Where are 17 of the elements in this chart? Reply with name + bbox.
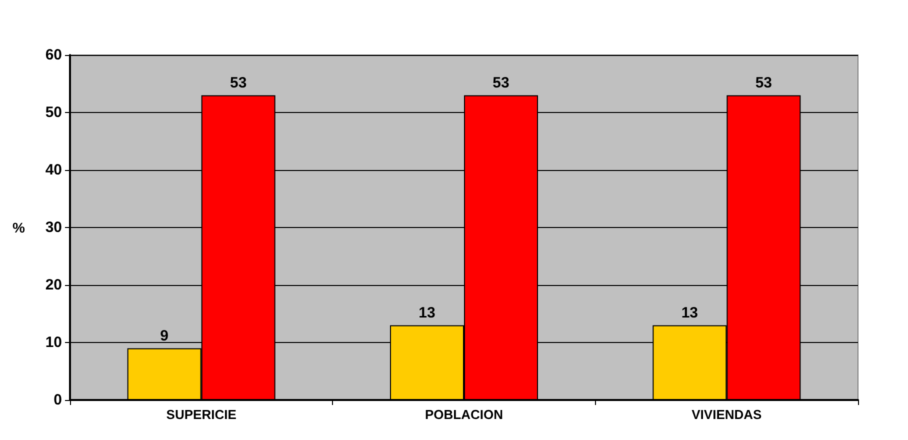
x-tick-label: SUPERICIE <box>166 407 237 422</box>
y-tick-label: 0 <box>54 392 62 408</box>
y-tick-label: 10 <box>45 334 62 351</box>
y-tick-label: 40 <box>45 162 62 178</box>
x-tick-label: VIVIENDAS <box>692 407 762 422</box>
x-tick-label: POBLACION <box>425 407 503 422</box>
data-label: 9 <box>160 327 169 344</box>
data-label: 53 <box>230 74 247 92</box>
data-label: 13 <box>418 304 436 322</box>
data-label: 53 <box>755 74 772 92</box>
data-label: 13 <box>681 304 698 322</box>
y-tick-label: 50 <box>45 104 62 121</box>
y-tick-label: 20 <box>45 276 62 294</box>
y-tick-label: 60 <box>45 46 62 64</box>
data-label: 53 <box>492 74 510 92</box>
y-tick-label: 30 <box>45 219 62 236</box>
y-axis-title: % <box>12 220 26 236</box>
